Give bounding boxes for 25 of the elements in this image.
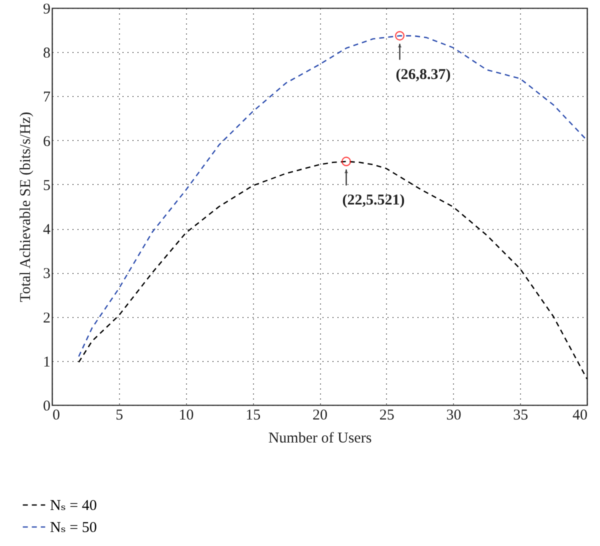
line-series	[78, 35, 588, 358]
y-tick-label: 4	[43, 222, 51, 238]
x-tick-label: 35	[513, 408, 528, 424]
x-tick-label: 20	[312, 408, 328, 424]
y-tick-label: 9	[43, 2, 50, 18]
y-axis-title: Total Achievable SE (bits/s/Hz)	[18, 112, 34, 302]
annotation: (26,8.37)	[396, 66, 451, 83]
x-tick-label: 10	[178, 408, 194, 424]
legend-label: Nₛ = 40	[50, 498, 97, 514]
y-tick-label: 3	[43, 266, 50, 282]
x-tick-label: 25	[379, 408, 394, 424]
x-tick-label: 30	[446, 408, 462, 424]
y-tick-label: 6	[43, 134, 51, 150]
y-tick-label: 8	[43, 46, 50, 62]
x-tick-label: 40	[572, 408, 588, 424]
y-tick-label: 7	[43, 90, 51, 106]
x-axis-title: Number of Users	[268, 430, 372, 446]
legend-label: Nₛ = 50	[50, 520, 97, 536]
y-tick-label: 2	[43, 310, 50, 326]
line-series	[78, 160, 588, 380]
annotation: (22,5.521)	[342, 192, 405, 208]
y-tick-label: 5	[43, 178, 50, 194]
x-tick-label: 5	[116, 408, 124, 424]
x-tick-label: 15	[246, 408, 261, 424]
y-tick-label: 1	[43, 354, 50, 370]
